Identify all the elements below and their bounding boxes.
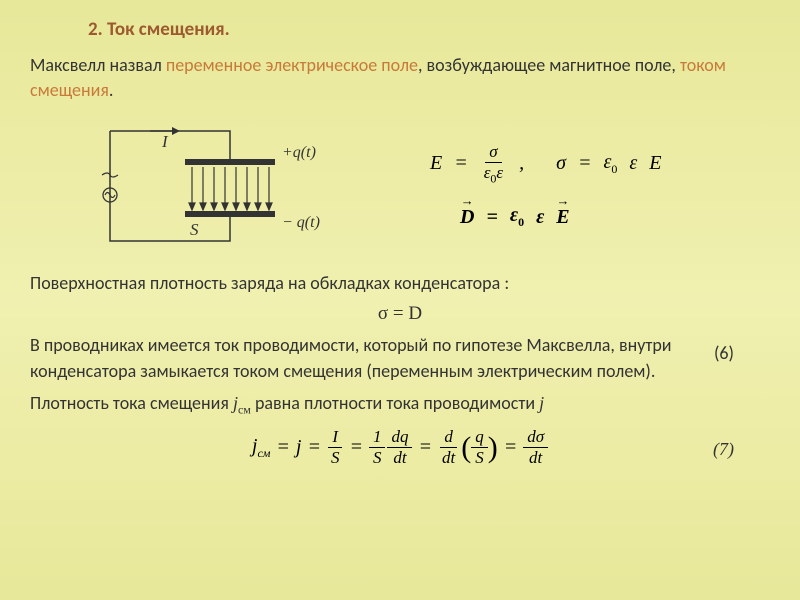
bf-rparen: ) bbox=[488, 431, 498, 465]
eq-num-6: (6) bbox=[714, 342, 734, 364]
p3-a: Плотность тока смещения bbox=[30, 392, 233, 414]
f-E2: E bbox=[649, 152, 661, 175]
intro-part3: . bbox=[109, 79, 114, 101]
f-comma: , bbox=[519, 152, 524, 175]
f-e0-2: ε0 bbox=[510, 204, 524, 230]
formula-jcm: jсм = j = I S = 1 S dq dt = d dt ( q S )… bbox=[30, 427, 770, 468]
f-eq2: = bbox=[578, 152, 592, 175]
para2-wrapper: В проводниках имеется ток проводимости, … bbox=[30, 332, 770, 384]
intro-paragraph: Максвелл назвал переменное электрическое… bbox=[30, 53, 770, 103]
bf-eq3: = bbox=[349, 436, 363, 459]
bf-lparen: ( bbox=[461, 431, 471, 465]
label-S: S bbox=[190, 220, 199, 239]
intro-highlight1: переменное электрическое поле bbox=[166, 54, 418, 76]
f-eq3: = bbox=[486, 206, 497, 229]
label-plus-q: +q(t) bbox=[282, 144, 316, 161]
f-frac1: σ ε0ε bbox=[480, 142, 507, 186]
bf-eq2: = bbox=[307, 436, 321, 459]
formula-E-sigma: E = σ ε0ε , σ = ε0εE bbox=[430, 142, 662, 186]
section-title: 2. Ток смещения. bbox=[88, 18, 770, 41]
f-e0: ε0 bbox=[604, 151, 618, 177]
p3-sub: см bbox=[238, 403, 251, 417]
f-E: E bbox=[430, 152, 442, 175]
f-e-2: ε bbox=[536, 206, 544, 229]
bf-frac-qS: q S bbox=[471, 427, 488, 468]
f-E3: E bbox=[556, 206, 569, 229]
formula-sigma-D: σ = D bbox=[30, 300, 770, 328]
bf-frac-ddt: d dt bbox=[438, 427, 459, 468]
formula-D-vec: D = ε0 εE bbox=[460, 204, 662, 230]
eq-num-7: (7) bbox=[713, 439, 734, 460]
bf-eq1: = bbox=[276, 436, 290, 459]
p3-b: равна плотности тока проводимости bbox=[251, 392, 539, 414]
p3-j2: j bbox=[539, 393, 544, 413]
para-density-equal: Плотность тока смещения j см равна плотно… bbox=[30, 390, 770, 419]
label-I: I bbox=[161, 132, 169, 151]
bf-frac-IS: I S bbox=[327, 427, 344, 468]
bf-j2: j bbox=[296, 436, 302, 459]
diagram-formula-row: I S +q(t) − q(t) E = σ ε0ε , σ = ε0εE D … bbox=[90, 113, 770, 258]
intro-part1: Максвелл назвал bbox=[30, 54, 166, 76]
para-conductors: В проводниках имеется ток проводимости, … bbox=[30, 332, 770, 384]
f-den-e0e: ε0ε bbox=[480, 163, 507, 186]
f-sigma2: σ bbox=[556, 152, 566, 175]
bf-eq5: = bbox=[504, 436, 518, 459]
f-eq1: = bbox=[454, 152, 468, 175]
f-e: ε bbox=[629, 152, 637, 175]
bf-frac-dsigma: dσ dt bbox=[523, 427, 548, 468]
intro-part2: , возбуждающее магнитное поле, bbox=[418, 54, 680, 76]
circuit-diagram: I S +q(t) − q(t) bbox=[90, 113, 330, 258]
formula-block: E = σ ε0ε , σ = ε0εE D = ε0εE bbox=[430, 142, 662, 230]
bf-eq4: = bbox=[418, 436, 432, 459]
para-surface-density: Поверхностная плотность заряда на обклад… bbox=[30, 270, 770, 296]
f-D: D bbox=[460, 206, 474, 229]
bf-frac-dqdt: dq dt bbox=[387, 427, 412, 468]
label-minus-q: − q(t) bbox=[282, 214, 320, 231]
f-num-sigma: σ bbox=[485, 142, 501, 163]
bf-frac-1S: 1 S bbox=[369, 427, 386, 468]
bf-j: jсм bbox=[252, 435, 271, 461]
